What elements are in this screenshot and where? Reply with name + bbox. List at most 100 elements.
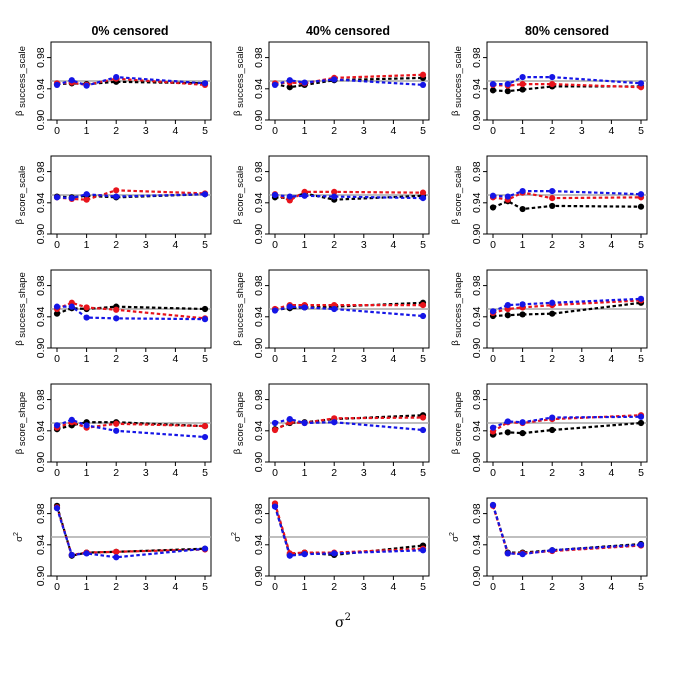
y-tick-label: 0.94 bbox=[471, 420, 483, 441]
series-line-red bbox=[55, 507, 206, 557]
x-tick-label: 2 bbox=[113, 239, 119, 251]
y-axis-label: β success_shape bbox=[232, 272, 246, 346]
data-point-blue bbox=[83, 191, 90, 198]
data-point-blue bbox=[301, 551, 308, 558]
data-point-black bbox=[201, 305, 209, 313]
y-axis-label-symbol: σ bbox=[14, 536, 25, 542]
data-point-black bbox=[549, 310, 556, 317]
x-tick-label: 0 bbox=[272, 239, 278, 251]
x-tick-label: 3 bbox=[143, 581, 149, 593]
y-axis-label-subscript: score_scale bbox=[235, 166, 246, 219]
data-point-blue bbox=[271, 419, 279, 427]
y-tick-label: 0.98 bbox=[253, 503, 265, 524]
y-tick-label: 0.90 bbox=[35, 338, 47, 359]
y-axis-label-subscript: score_shape bbox=[17, 392, 28, 449]
x-tick-label: 0 bbox=[54, 581, 60, 593]
x-tick-label: 1 bbox=[302, 239, 308, 251]
series-line-blue bbox=[55, 507, 206, 559]
x-tick-label: 5 bbox=[202, 125, 208, 137]
y-axis-label: β success_scale bbox=[232, 46, 246, 116]
x-tick-label: 1 bbox=[302, 353, 308, 365]
data-point-red bbox=[113, 420, 120, 427]
y-tick-label: 0.98 bbox=[253, 275, 265, 296]
data-point-blue bbox=[637, 191, 645, 198]
data-point-blue bbox=[549, 299, 556, 306]
y-axis-label: β score_shape bbox=[14, 392, 28, 455]
x-tick-label: 3 bbox=[143, 467, 149, 479]
y-tick-label: 0.94 bbox=[35, 306, 47, 327]
x-tick-label: 3 bbox=[361, 125, 367, 137]
data-point-blue bbox=[113, 315, 120, 322]
y-tick-label: 0.94 bbox=[253, 306, 265, 327]
y-tick-label: 0.94 bbox=[471, 78, 483, 99]
data-point-blue bbox=[504, 302, 511, 309]
x-tick-label: 4 bbox=[172, 353, 178, 365]
data-point-blue bbox=[68, 195, 75, 202]
x-tick-label: 3 bbox=[579, 353, 585, 365]
y-tick-label: 0.94 bbox=[35, 192, 47, 213]
y-tick-label: 0.98 bbox=[471, 47, 483, 68]
panel-r1-c2: 0 1 2 3 4 5 0.90 0.94 0.98 β score_scale bbox=[450, 155, 648, 251]
x-tick-label: 1 bbox=[520, 581, 526, 593]
x-tick-label: 1 bbox=[84, 353, 90, 365]
x-tick-label: 0 bbox=[272, 125, 278, 137]
x-tick-label: 5 bbox=[638, 467, 644, 479]
x-tick-label: 3 bbox=[579, 239, 585, 251]
data-point-blue bbox=[301, 192, 308, 199]
data-point-red bbox=[419, 414, 427, 421]
data-point-blue bbox=[504, 418, 511, 425]
x-axis-label-symbol: σ bbox=[335, 615, 345, 631]
x-tick-label: 4 bbox=[172, 581, 178, 593]
data-point-red bbox=[113, 306, 120, 313]
data-point-red bbox=[549, 81, 556, 88]
y-axis-label-symbol: β bbox=[450, 340, 461, 346]
y-tick-label: 0.94 bbox=[35, 78, 47, 99]
panel-r1-c1: 0 1 2 3 4 5 0.90 0.94 0.98 β score_scale bbox=[232, 155, 430, 251]
data-point-blue bbox=[637, 413, 645, 420]
y-axis-label-symbol: β bbox=[14, 448, 25, 454]
y-tick-label: 0.94 bbox=[253, 534, 265, 555]
x-tick-label: 1 bbox=[520, 353, 526, 365]
x-tick-label: 5 bbox=[420, 125, 426, 137]
y-tick-label: 0.94 bbox=[471, 192, 483, 213]
series-line-black bbox=[55, 505, 206, 558]
x-tick-label: 5 bbox=[420, 581, 426, 593]
x-tick-label: 3 bbox=[143, 353, 149, 365]
data-point-blue bbox=[53, 422, 61, 429]
y-axis-label-symbol: β bbox=[232, 218, 243, 224]
data-point-blue bbox=[519, 188, 526, 195]
data-point-blue bbox=[286, 416, 293, 423]
data-point-red bbox=[201, 423, 209, 430]
y-tick-label: 0.90 bbox=[253, 338, 265, 359]
data-point-black bbox=[519, 86, 526, 93]
data-point-black bbox=[637, 203, 645, 210]
series-line-red bbox=[273, 503, 424, 555]
data-point-blue bbox=[637, 80, 645, 87]
data-point-blue bbox=[271, 503, 279, 510]
panel-r3-c2: 0 1 2 3 4 5 0.90 0.94 0.98 β score_shape bbox=[450, 383, 648, 479]
x-tick-label: 2 bbox=[549, 581, 555, 593]
x-tick-label: 2 bbox=[549, 125, 555, 137]
y-axis-label: σ2 bbox=[13, 532, 25, 542]
x-tick-label: 1 bbox=[84, 581, 90, 593]
y-axis-label: β success_shape bbox=[450, 272, 464, 346]
data-point-black bbox=[637, 419, 645, 427]
data-point-blue bbox=[68, 303, 75, 310]
y-axis-label-symbol: σ bbox=[232, 536, 243, 542]
data-point-blue bbox=[201, 80, 209, 87]
x-tick-label: 2 bbox=[113, 353, 119, 365]
data-point-blue bbox=[519, 301, 526, 308]
data-point-blue bbox=[331, 419, 338, 426]
data-point-blue bbox=[637, 541, 645, 548]
series-line-blue bbox=[274, 305, 424, 318]
x-tick-label: 0 bbox=[54, 353, 60, 365]
data-point-blue bbox=[301, 419, 308, 427]
x-tick-label: 2 bbox=[331, 125, 337, 137]
x-tick-label: 5 bbox=[202, 581, 208, 593]
data-point-blue bbox=[201, 433, 209, 441]
panel-r3-c1: 0 1 2 3 4 5 0.90 0.94 0.98 β score_shape bbox=[232, 383, 430, 479]
data-point-blue bbox=[549, 547, 556, 554]
data-point-blue bbox=[201, 316, 209, 323]
